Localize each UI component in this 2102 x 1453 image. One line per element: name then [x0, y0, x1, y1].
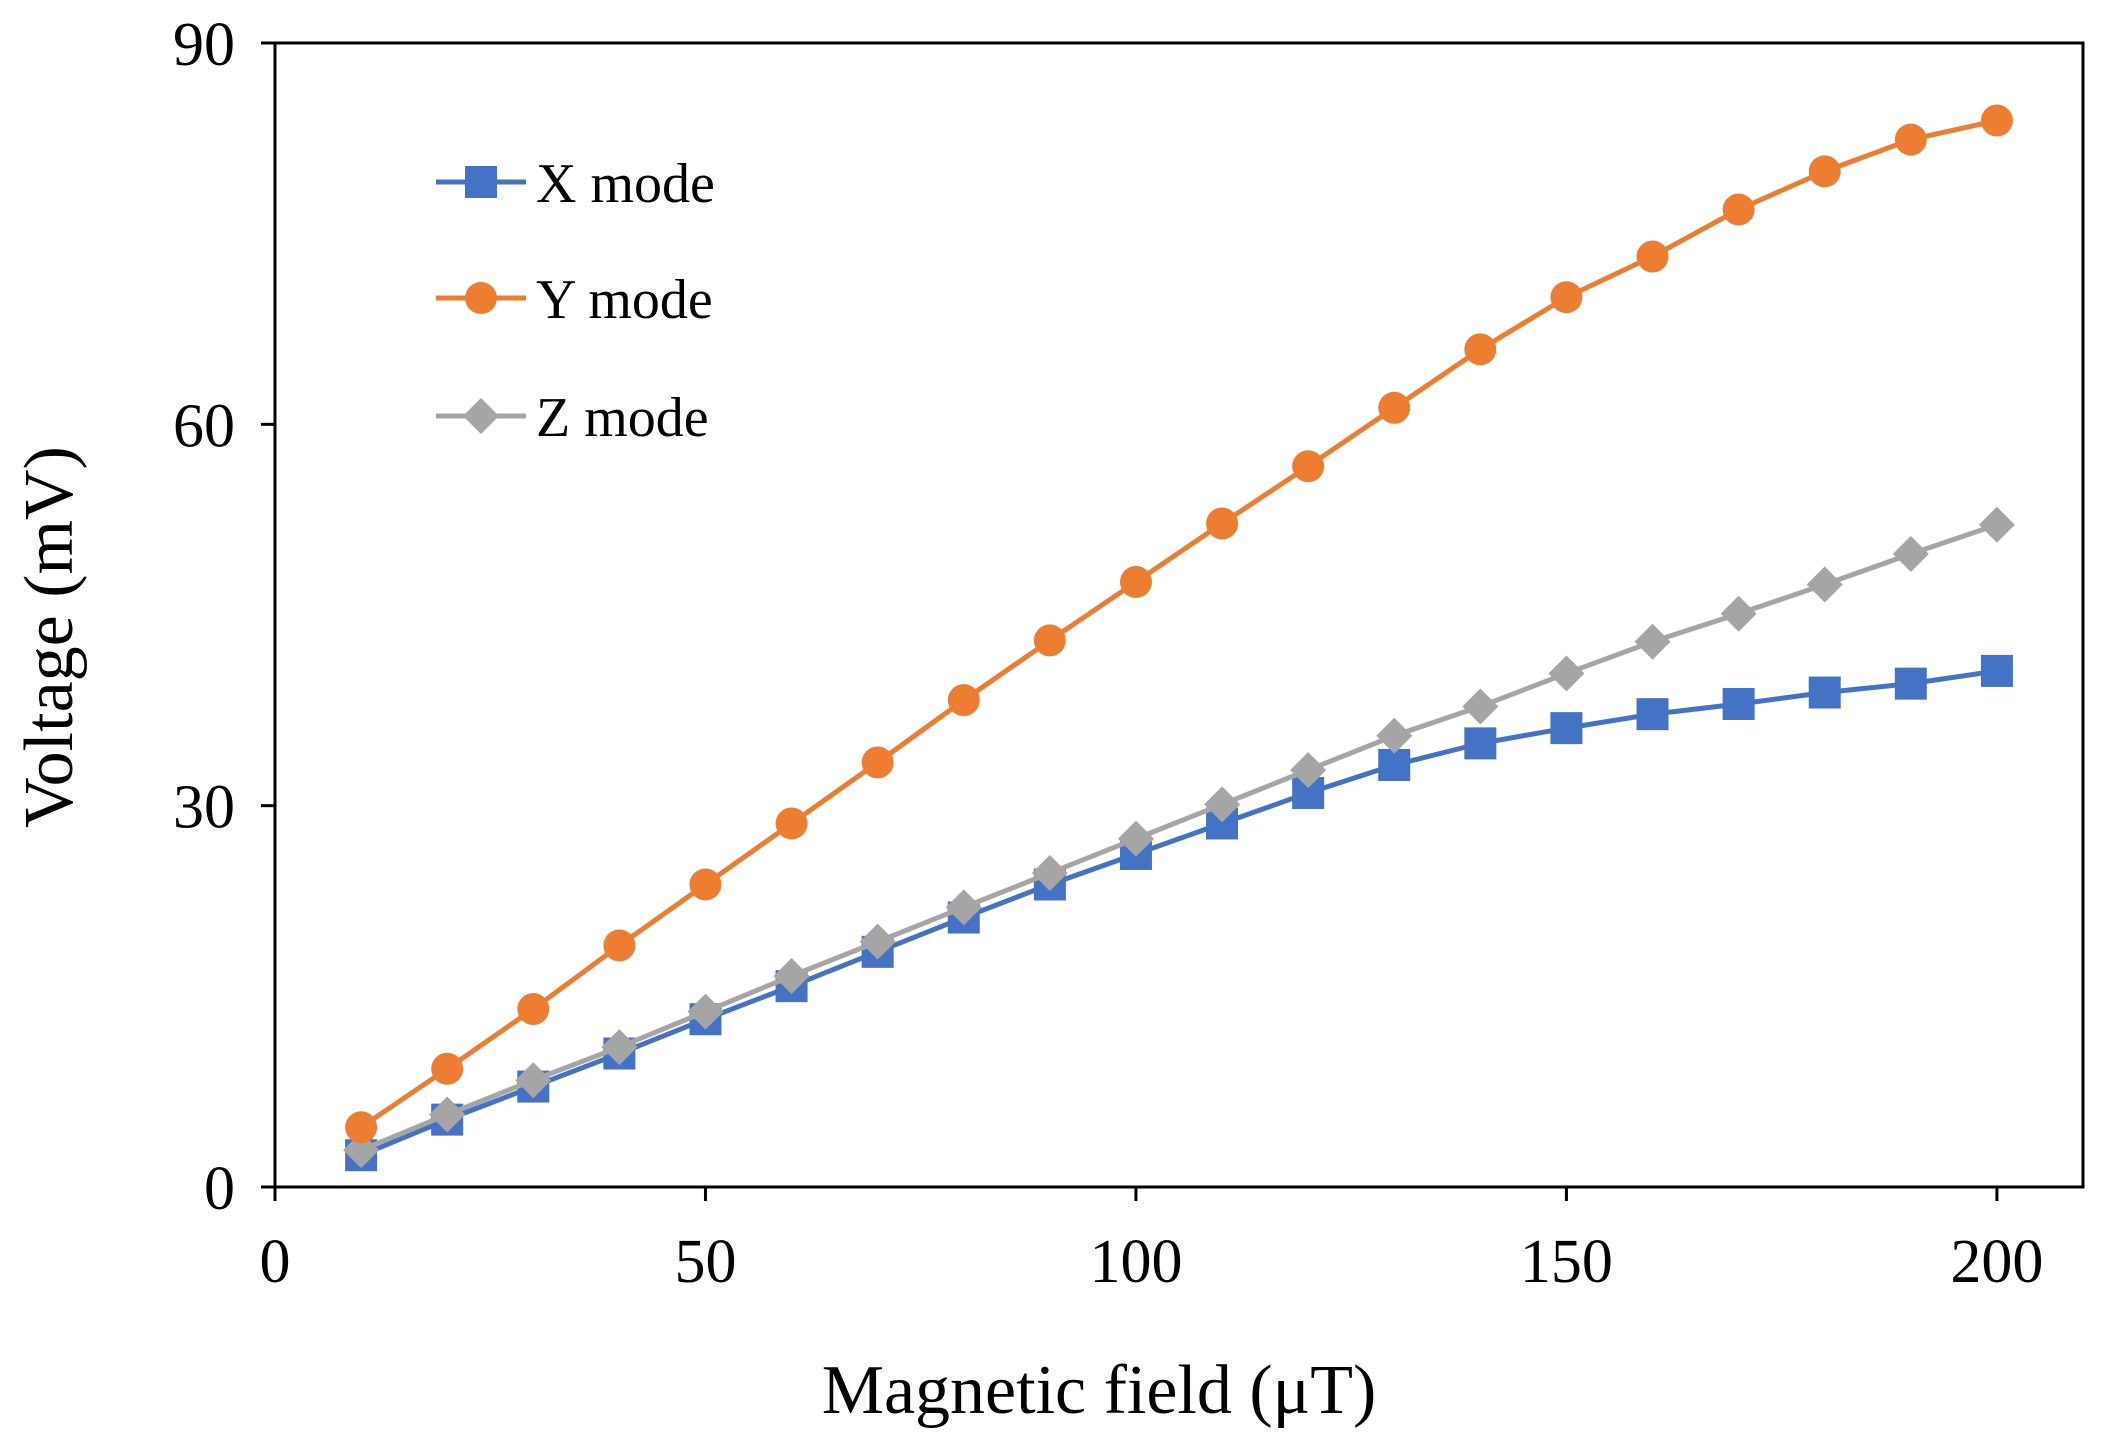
data-point-x-mode — [1378, 748, 1411, 781]
data-point-x-mode — [1550, 712, 1583, 745]
series-y-mode — [345, 104, 2013, 1144]
data-point-y-mode — [861, 746, 894, 779]
data-point-z-mode — [687, 993, 724, 1030]
y-tick-label: 90 — [173, 11, 235, 79]
data-point-z-mode — [1892, 535, 1929, 572]
data-point-z-mode — [1031, 855, 1068, 892]
data-point-y-mode — [1894, 123, 1927, 156]
data-point-z-mode — [859, 923, 896, 960]
x-tick-label: 200 — [1950, 1228, 2043, 1296]
x-tick-label: 0 — [260, 1228, 291, 1296]
series-line-y-mode — [359, 118, 1998, 1130]
legend-marker-diamond — [463, 398, 499, 434]
data-point-z-mode — [601, 1029, 638, 1066]
data-point-z-mode — [1462, 688, 1499, 725]
data-point-z-mode — [1634, 623, 1671, 660]
legend-item-z-mode: Z mode — [436, 387, 709, 449]
data-point-y-mode — [775, 807, 808, 840]
x-axis-title: Magnetic field (μT) — [822, 1352, 1377, 1429]
series-x-mode — [345, 654, 2013, 1172]
data-point-y-mode — [1033, 624, 1066, 657]
data-point-x-mode — [1808, 676, 1841, 709]
data-point-z-mode — [1978, 506, 2015, 543]
data-point-z-mode — [945, 889, 982, 926]
data-point-z-mode — [515, 1062, 552, 1099]
data-point-z-mode — [773, 957, 810, 994]
plot-area-border — [273, 41, 2085, 1189]
data-point-y-mode — [1722, 193, 1755, 226]
data-point-x-mode — [1722, 687, 1755, 720]
data-point-y-mode — [1292, 450, 1325, 483]
data-point-z-mode — [1117, 820, 1154, 857]
y-tick-label: 0 — [204, 1155, 235, 1223]
data-point-x-mode — [1464, 727, 1497, 760]
data-point-y-mode — [517, 993, 550, 1026]
legend-item-x-mode: X mode — [436, 153, 715, 215]
data-point-y-mode — [1464, 333, 1497, 366]
data-point-y-mode — [345, 1111, 378, 1144]
data-point-y-mode — [603, 929, 636, 962]
legend-marker-circle — [465, 282, 497, 314]
series-line-x-mode — [360, 668, 1998, 1158]
data-point-z-mode — [1548, 655, 1585, 692]
data-point-y-mode — [431, 1052, 464, 1085]
x-tick-label: 50 — [674, 1228, 736, 1296]
legend-label: Y mode — [536, 269, 713, 331]
data-point-x-mode — [1636, 698, 1669, 731]
series-z-mode — [343, 506, 2015, 1169]
data-point-y-mode — [689, 868, 722, 901]
y-axis-title: Voltage (mV) — [11, 446, 88, 828]
data-point-z-mode — [429, 1096, 466, 1133]
data-point-y-mode — [1636, 240, 1669, 273]
data-point-y-mode — [1119, 565, 1152, 598]
x-tick-label: 150 — [1520, 1228, 1613, 1296]
data-point-z-mode — [1720, 595, 1757, 632]
data-point-z-mode — [1204, 786, 1241, 823]
data-point-y-mode — [1980, 104, 2013, 137]
series-line-z-mode — [360, 522, 1998, 1153]
data-point-y-mode — [947, 684, 980, 717]
data-point-y-mode — [1206, 507, 1239, 540]
legend-label: Z mode — [536, 387, 709, 449]
x-tick-label: 100 — [1089, 1228, 1182, 1296]
data-point-y-mode — [1378, 391, 1411, 424]
data-point-z-mode — [1376, 717, 1413, 754]
data-point-y-mode — [1808, 155, 1841, 188]
data-point-z-mode — [1290, 752, 1327, 789]
data-point-y-mode — [1550, 281, 1583, 314]
y-tick-label: 30 — [173, 774, 235, 842]
legend-item-y-mode: Y mode — [436, 269, 713, 331]
legend-label: X mode — [536, 153, 715, 215]
y-tick-label: 60 — [173, 392, 235, 460]
data-point-x-mode — [1894, 667, 1927, 700]
data-point-z-mode — [343, 1132, 380, 1169]
legend-marker-square — [465, 166, 497, 198]
data-point-x-mode — [1980, 654, 2013, 687]
data-point-z-mode — [1806, 566, 1843, 603]
